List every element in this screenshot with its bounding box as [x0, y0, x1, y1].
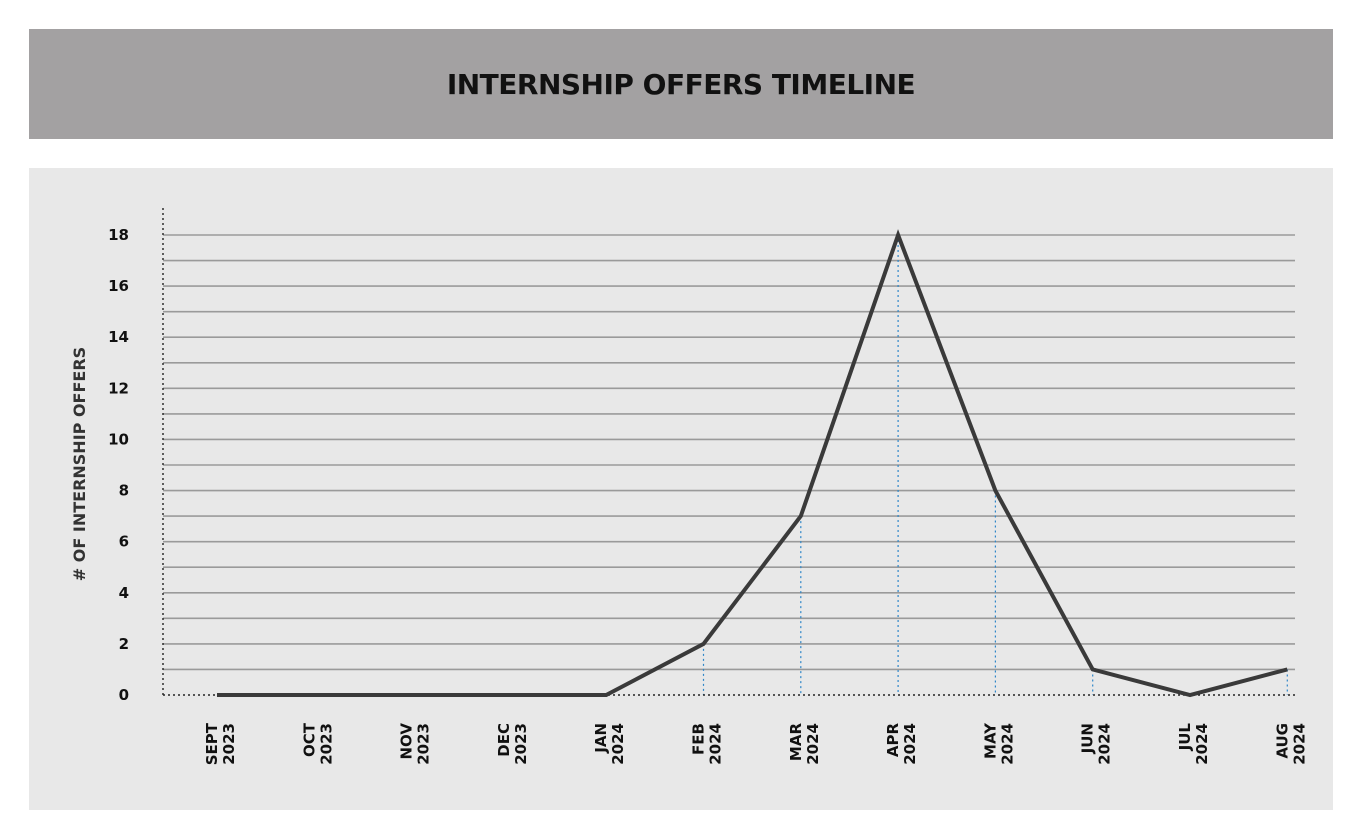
- y-tick-label: 14: [108, 328, 129, 346]
- x-tick-label: JUL 2024: [1176, 723, 1211, 765]
- x-tick-label: MAR 2024: [787, 723, 822, 765]
- x-tick-label: NOV 2023: [398, 723, 433, 765]
- x-tick-month: NOV: [398, 723, 416, 760]
- x-tick-month: AUG: [1273, 723, 1291, 759]
- x-tick-label: AUG 2024: [1273, 723, 1308, 765]
- x-tick-label: FEB 2024: [690, 723, 725, 765]
- series-line-group: [217, 229, 1288, 698]
- x-tick-year: 2023: [220, 723, 238, 765]
- x-tick-year: 2024: [1096, 723, 1114, 765]
- x-tick-year: 2024: [1290, 723, 1308, 765]
- x-tick-year: 2024: [707, 723, 725, 765]
- grid-lines: [163, 234, 1295, 671]
- y-tick-labels: 0 2 4 6 8 10 12 14 16 18: [108, 226, 129, 704]
- x-tick-month: JUN: [1079, 723, 1097, 754]
- x-tick-label: JUN 2024: [1079, 723, 1114, 765]
- axes: [162, 208, 1295, 696]
- x-tick-year: 2024: [901, 723, 919, 765]
- x-tick-year: 2024: [1193, 723, 1211, 765]
- y-axis-title: # OF INTERNSHIP OFFERS: [70, 347, 89, 581]
- chart-title: INTERNSHIP OFFERS TIMELINE: [446, 67, 916, 101]
- y-tick-label: 12: [108, 379, 129, 397]
- x-tick-month: APR: [884, 723, 902, 758]
- y-tick-label: 8: [119, 482, 129, 500]
- y-tick-label: 16: [108, 277, 129, 295]
- x-tick-year: 2024: [804, 723, 822, 765]
- y-tick-label: 2: [119, 635, 129, 653]
- x-tick-year: 2023: [512, 723, 530, 765]
- x-tick-month: MAR: [787, 723, 805, 762]
- x-tick-year: 2023: [317, 723, 335, 765]
- x-tick-month: OCT: [300, 722, 318, 757]
- y-tick-label: 6: [119, 533, 129, 551]
- x-tick-label: OCT 2023: [300, 722, 335, 765]
- x-tick-month: DEC: [495, 723, 513, 757]
- y-tick-label: 10: [108, 430, 129, 448]
- y-tick-label: 4: [119, 584, 129, 602]
- x-tick-year: 2024: [998, 723, 1016, 765]
- chart-panel: 0 2 4 6 8 10 12 14 16 18 SEPT 2023 OCT 2023 NOV 2023 DE…: [29, 168, 1333, 810]
- series-line: [217, 229, 1288, 698]
- x-tick-label: MAY 2024: [981, 722, 1016, 765]
- y-tick-label: 0: [119, 686, 129, 704]
- x-tick-label: APR 2024: [884, 723, 919, 765]
- x-tick-month: MAY: [981, 722, 999, 759]
- drop-lines: [702, 235, 1288, 695]
- x-tick-month: SEPT: [203, 722, 221, 765]
- x-tick-month: JUL: [1176, 723, 1194, 752]
- x-tick-month: JAN: [592, 723, 610, 754]
- x-tick-year: 2023: [415, 723, 433, 765]
- x-tick-year: 2024: [609, 723, 627, 765]
- y-tick-label: 18: [108, 226, 129, 244]
- x-tick-label: JAN 2024: [592, 723, 627, 765]
- title-bar: INTERNSHIP OFFERS TIMELINE: [29, 29, 1333, 139]
- x-tick-month: FEB: [690, 723, 708, 755]
- x-tick-label: SEPT 2023: [203, 722, 238, 765]
